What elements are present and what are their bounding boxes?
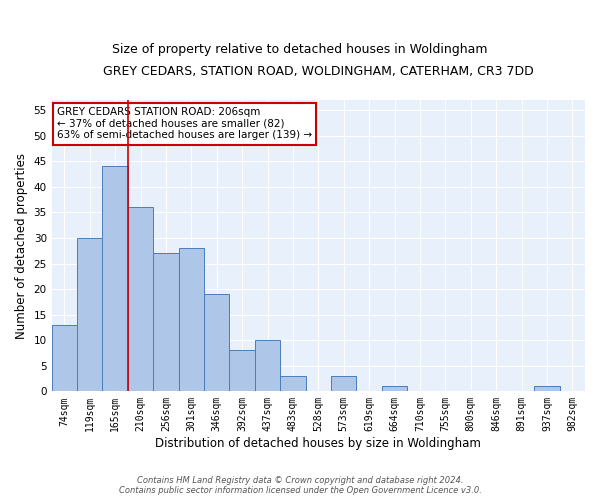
Bar: [280, 376, 305, 392]
Text: GREY CEDARS STATION ROAD: 206sqm
← 37% of detached houses are smaller (82)
63% o: GREY CEDARS STATION ROAD: 206sqm ← 37% o…: [57, 108, 312, 140]
Y-axis label: Number of detached properties: Number of detached properties: [15, 152, 28, 338]
Bar: [229, 350, 255, 392]
Bar: [382, 386, 407, 392]
Bar: [331, 376, 356, 392]
Text: Size of property relative to detached houses in Woldingham: Size of property relative to detached ho…: [112, 42, 488, 56]
Text: Contains HM Land Registry data © Crown copyright and database right 2024.
Contai: Contains HM Land Registry data © Crown c…: [119, 476, 481, 495]
Bar: [103, 166, 128, 392]
Bar: [534, 386, 560, 392]
Bar: [204, 294, 229, 392]
Title: GREY CEDARS, STATION ROAD, WOLDINGHAM, CATERHAM, CR3 7DD: GREY CEDARS, STATION ROAD, WOLDINGHAM, C…: [103, 65, 534, 78]
Bar: [153, 254, 179, 392]
X-axis label: Distribution of detached houses by size in Woldingham: Distribution of detached houses by size …: [155, 437, 481, 450]
Bar: [179, 248, 204, 392]
Bar: [128, 208, 153, 392]
Bar: [52, 325, 77, 392]
Bar: [77, 238, 103, 392]
Bar: [255, 340, 280, 392]
